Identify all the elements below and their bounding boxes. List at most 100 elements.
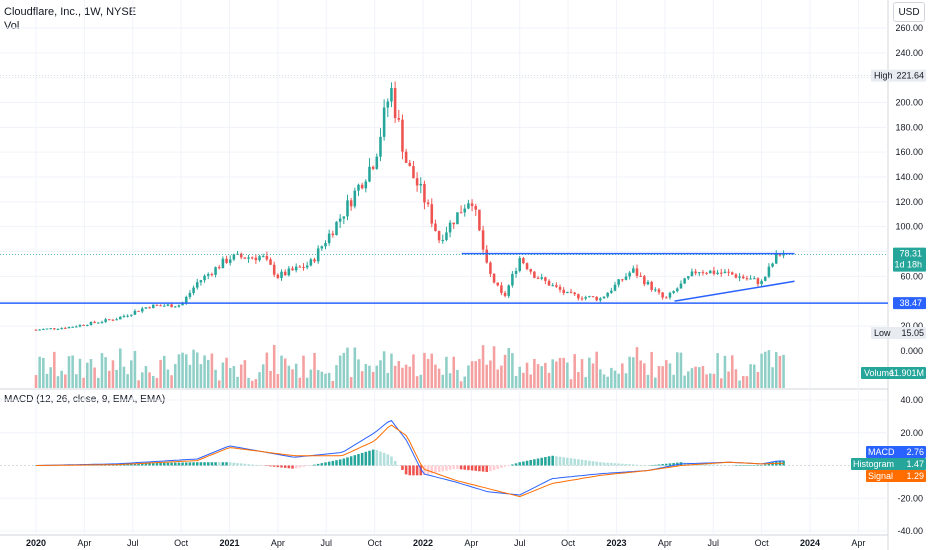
candle-body xyxy=(617,279,620,285)
time-tick-label: Jul xyxy=(708,538,720,548)
candle-body xyxy=(199,280,203,283)
histogram-bar xyxy=(247,464,250,466)
candle-body xyxy=(430,204,434,224)
time-tick-label: Apr xyxy=(851,538,865,548)
histogram-bar xyxy=(577,459,580,466)
volume-bar xyxy=(305,377,309,388)
volume-bar xyxy=(34,375,38,388)
histogram-bar xyxy=(159,462,162,466)
volume-bar xyxy=(364,364,368,388)
candle-body xyxy=(137,310,140,312)
volume-bar xyxy=(646,374,650,388)
rising-trendline xyxy=(674,280,795,302)
candle-body xyxy=(305,265,309,268)
histogram-bar xyxy=(584,460,587,466)
volume-bar xyxy=(514,375,518,388)
macd-badge-label: MACD xyxy=(868,447,895,457)
candle-body xyxy=(511,273,514,286)
volume-bar xyxy=(690,368,694,388)
candle-body xyxy=(324,243,327,247)
volume-bar xyxy=(261,364,265,388)
signal-badge-value: 1.29 xyxy=(906,471,924,481)
candle-body xyxy=(151,304,155,309)
volume-bar xyxy=(353,347,357,388)
support-badge-value: 38.47 xyxy=(899,298,922,308)
candle-body xyxy=(56,328,60,330)
histogram-bar xyxy=(547,456,551,466)
candle-body xyxy=(210,274,214,276)
candle-body xyxy=(349,200,353,207)
candle-body xyxy=(459,212,463,214)
candle-body xyxy=(393,87,397,118)
volume-bar xyxy=(342,352,346,388)
candle-body xyxy=(78,324,82,327)
volume-bar xyxy=(144,366,148,388)
candle-body xyxy=(217,267,221,269)
volume-bar xyxy=(401,367,404,388)
candle-body xyxy=(34,329,38,331)
volume-bar xyxy=(536,364,540,388)
candle-body xyxy=(595,296,598,301)
volume-bar xyxy=(195,352,199,388)
macd-tick-label: 40.00 xyxy=(900,395,923,405)
histogram-bar xyxy=(177,462,181,466)
histogram-bar xyxy=(342,458,346,466)
price-tick-label: 20.00 xyxy=(900,321,923,331)
volume-bar xyxy=(485,364,489,388)
candle-body xyxy=(445,232,448,240)
histogram-bar xyxy=(437,465,441,473)
histogram-bar xyxy=(404,465,408,475)
candle-body xyxy=(522,258,525,264)
candle-body xyxy=(738,276,741,278)
time-axis[interactable]: 2020 Apr Jul Oct 2021 Apr Jul Oct 2022 Apr Jul Oct 2… xyxy=(26,538,865,548)
candle-body xyxy=(258,256,261,261)
histogram-bar xyxy=(144,463,148,466)
histogram-bar xyxy=(408,465,412,476)
candle-body xyxy=(130,314,133,316)
horizontal-levels[interactable] xyxy=(0,75,888,304)
histogram-bar xyxy=(243,463,247,466)
volume-bar xyxy=(588,357,591,388)
macd-pane xyxy=(0,419,888,498)
volume-bar xyxy=(745,376,749,388)
candle-body xyxy=(379,136,382,157)
volume-bar xyxy=(676,352,679,388)
candle-body xyxy=(177,305,181,307)
volume-bar xyxy=(694,366,697,388)
candle-body xyxy=(730,272,734,275)
volume-bar xyxy=(741,375,745,388)
histogram-bar xyxy=(192,462,195,466)
candle-body xyxy=(544,277,547,281)
candle-body xyxy=(514,270,518,274)
volume-bar xyxy=(53,351,56,388)
volume-bar xyxy=(42,357,45,388)
volume-bar xyxy=(86,362,89,388)
histogram-bar xyxy=(712,464,716,466)
candle-body xyxy=(481,230,485,250)
volume-bar xyxy=(221,362,225,388)
candle-body xyxy=(364,181,368,189)
volume-bar xyxy=(503,354,507,388)
candle-body xyxy=(679,283,683,289)
histogram-bar xyxy=(617,463,620,466)
histogram-bar xyxy=(643,465,646,466)
candle-body xyxy=(261,256,265,258)
time-tick-label: 2021 xyxy=(219,538,239,548)
macd-tick-label: -40.00 xyxy=(897,526,923,536)
volume-bar xyxy=(437,368,441,388)
currency-button[interactable]: USD xyxy=(893,2,925,22)
histogram-bar xyxy=(441,465,445,472)
histogram-bar xyxy=(573,458,576,466)
candle-body xyxy=(643,276,646,285)
histogram-bar xyxy=(130,463,133,466)
histogram-bar xyxy=(269,465,272,467)
candle-body xyxy=(203,275,206,281)
volume-bar xyxy=(181,352,184,388)
volume-bar xyxy=(467,365,470,388)
candle-body xyxy=(573,292,576,295)
histogram-bar xyxy=(254,464,258,466)
histogram-bar xyxy=(588,460,591,466)
histogram-bar xyxy=(654,464,657,466)
histogram-bar xyxy=(555,456,558,466)
